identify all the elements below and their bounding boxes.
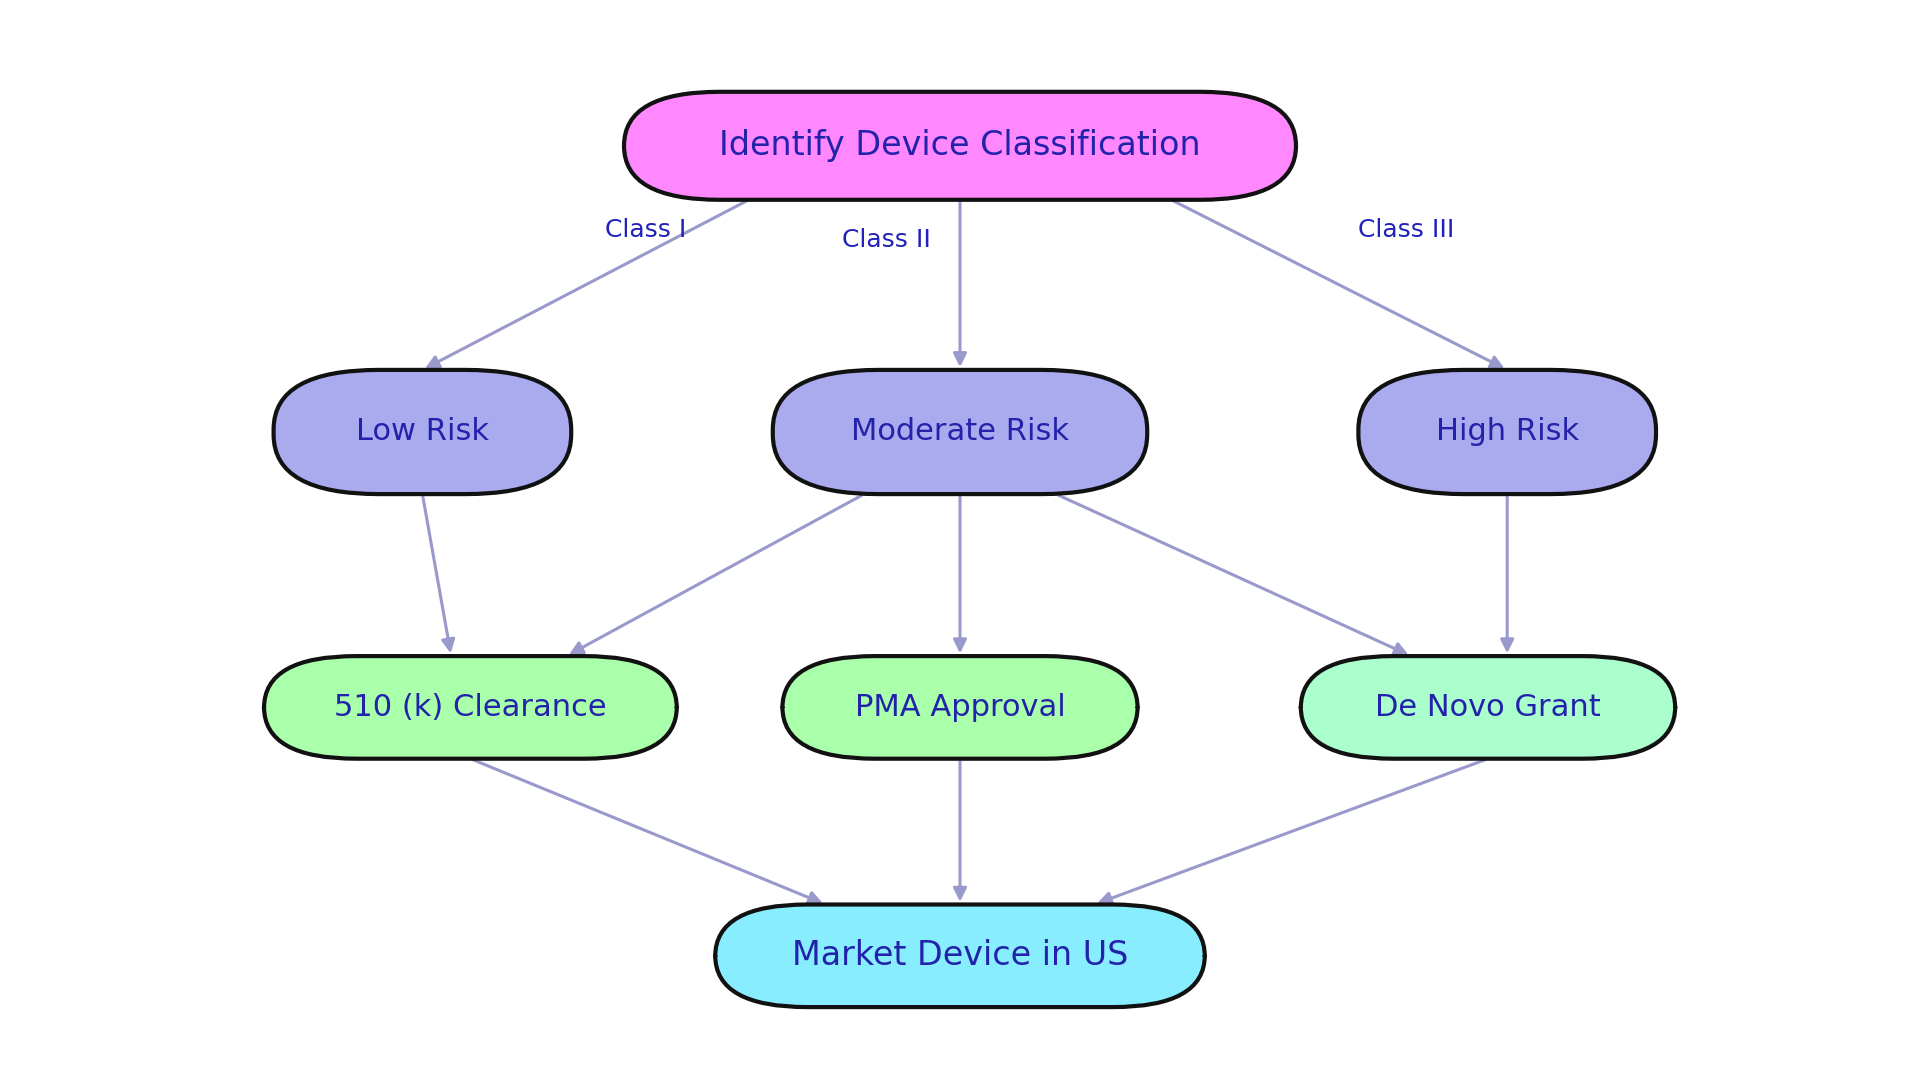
Text: Class I: Class I xyxy=(605,218,685,242)
Text: Identify Device Classification: Identify Device Classification xyxy=(720,130,1200,162)
Text: High Risk: High Risk xyxy=(1436,418,1578,446)
FancyBboxPatch shape xyxy=(783,656,1137,758)
Text: Class II: Class II xyxy=(843,229,931,253)
Text: De Novo Grant: De Novo Grant xyxy=(1375,693,1601,721)
FancyBboxPatch shape xyxy=(624,92,1296,200)
FancyBboxPatch shape xyxy=(714,905,1206,1007)
FancyBboxPatch shape xyxy=(265,656,678,758)
Text: 510 (k) Clearance: 510 (k) Clearance xyxy=(334,693,607,721)
Text: PMA Approval: PMA Approval xyxy=(854,693,1066,721)
FancyBboxPatch shape xyxy=(772,369,1146,495)
Text: Market Device in US: Market Device in US xyxy=(791,940,1129,972)
FancyBboxPatch shape xyxy=(275,369,572,495)
FancyBboxPatch shape xyxy=(1359,369,1655,495)
Text: Moderate Risk: Moderate Risk xyxy=(851,418,1069,446)
Text: Class III: Class III xyxy=(1359,218,1455,242)
Text: Low Risk: Low Risk xyxy=(355,418,490,446)
FancyBboxPatch shape xyxy=(1302,656,1674,758)
